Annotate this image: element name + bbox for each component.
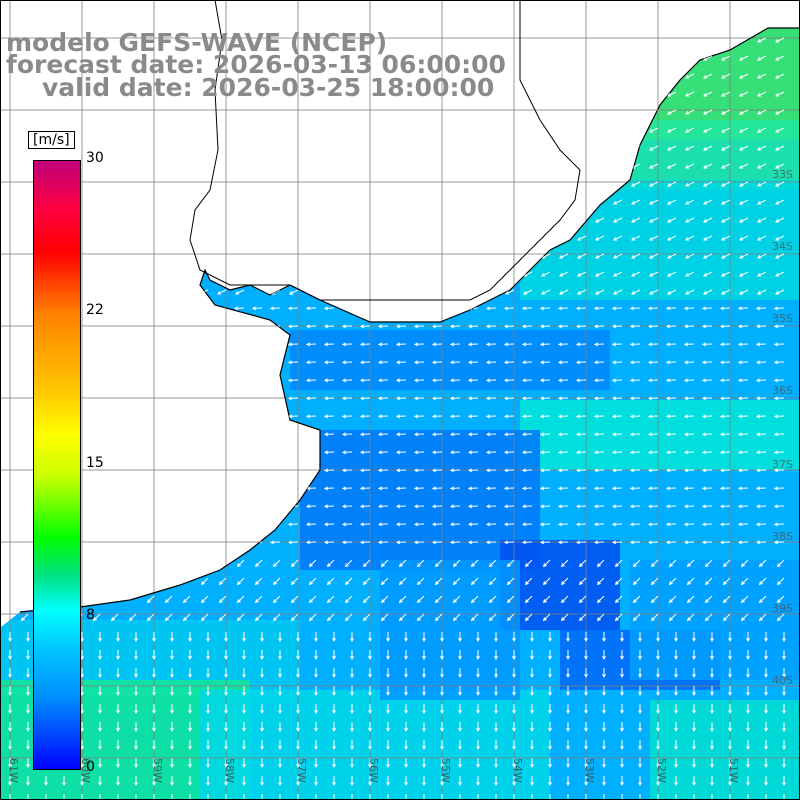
lat-label: 37S	[772, 458, 793, 471]
title-model: modelo GEFS-WAVE (NCEP)	[6, 28, 388, 57]
wind-arrows	[8, 37, 786, 800]
colorbar-tick-15: 15	[86, 455, 104, 471]
lon-label: 56W	[367, 758, 380, 783]
colorbar-unit: [m/s]	[28, 131, 75, 149]
lon-label: 55W	[439, 758, 452, 783]
title-forecast-date: forecast date: 2026-03-13 06:00:00	[6, 50, 506, 79]
country-border	[189, 0, 581, 301]
lon-label: 51W	[727, 758, 740, 783]
lon-label: 60W	[79, 758, 92, 783]
lon-label: 61W	[7, 758, 20, 783]
title-valid-date: valid date: 2026-03-25 18:00:00	[42, 73, 495, 102]
lon-label: 58W	[223, 758, 236, 783]
lat-label: 34S	[772, 240, 793, 253]
colorbar-tick-22: 22	[86, 302, 104, 318]
colorbar-tick-0: 0	[86, 759, 95, 775]
lat-label: 38S	[772, 530, 793, 543]
colorbar-tick-8: 8	[86, 607, 95, 623]
lon-label: 54W	[511, 758, 524, 783]
lon-label: 57W	[295, 758, 308, 783]
lat-label: 36S	[772, 384, 793, 397]
colorbar	[33, 160, 81, 770]
lat-label: 33S	[772, 168, 793, 181]
lon-label: 59W	[151, 758, 164, 783]
lon-label: 52W	[655, 758, 668, 783]
lat-label: 35S	[772, 312, 793, 325]
lat-label: 40S	[772, 674, 793, 687]
colorbar-tick-30: 30	[86, 150, 104, 166]
coastline	[19, 27, 800, 613]
lat-label: 39S	[772, 602, 793, 615]
lon-label: 53W	[583, 758, 596, 783]
